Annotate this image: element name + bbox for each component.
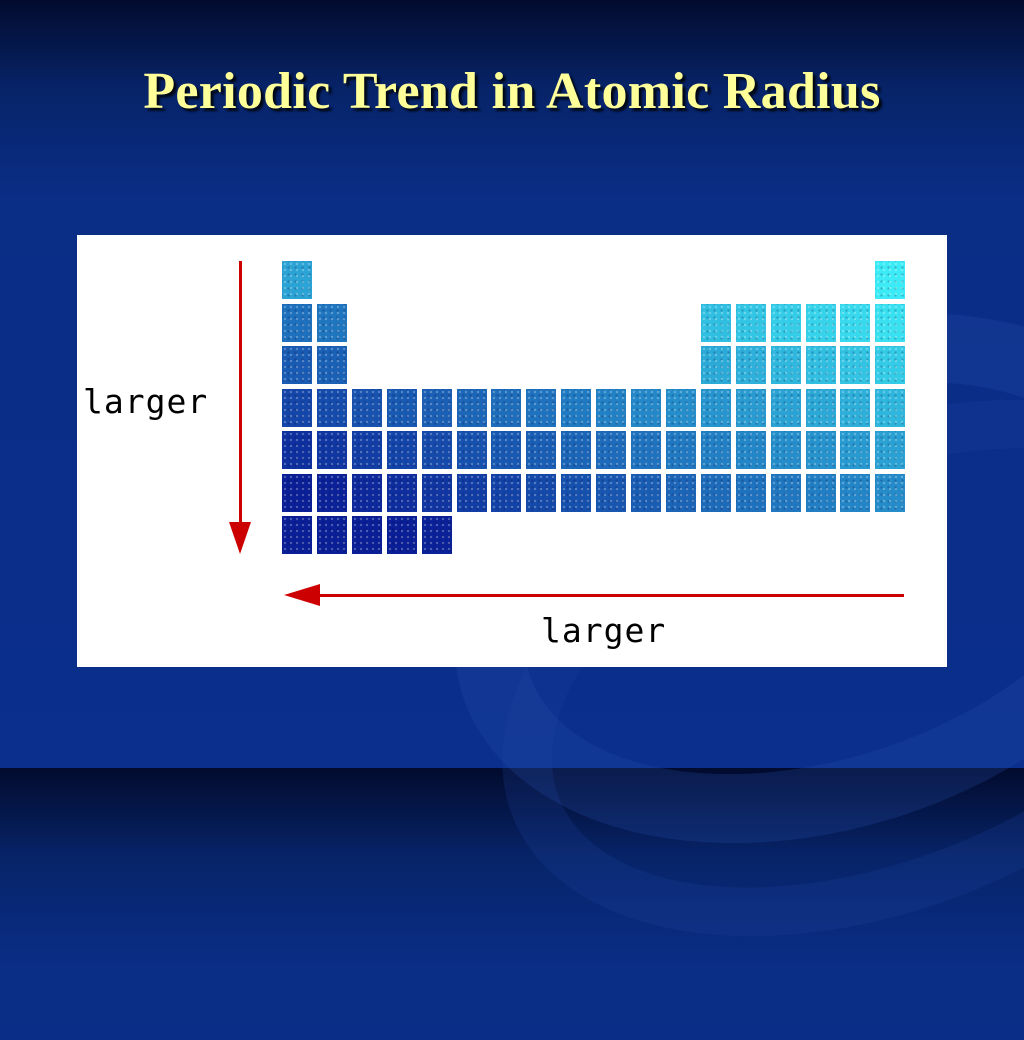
element-cell bbox=[665, 473, 696, 512]
periodic-trend-diagram: larger larger bbox=[77, 235, 947, 667]
element-cell bbox=[351, 516, 382, 554]
element-cell bbox=[561, 388, 592, 427]
element-cell bbox=[282, 431, 312, 469]
arrow-left-icon bbox=[284, 584, 320, 606]
element-cell bbox=[282, 516, 312, 554]
element-cell bbox=[875, 388, 906, 427]
element-cell bbox=[735, 388, 766, 427]
element-cell bbox=[316, 473, 347, 512]
element-cell bbox=[282, 303, 312, 342]
element-cell bbox=[805, 473, 836, 512]
element-cell bbox=[700, 303, 731, 342]
element-cell bbox=[316, 388, 347, 427]
element-cell bbox=[805, 303, 836, 342]
element-cell bbox=[282, 473, 312, 512]
element-cell bbox=[561, 431, 592, 469]
element-cell bbox=[770, 431, 801, 469]
element-cell bbox=[840, 303, 871, 342]
element-cell bbox=[840, 346, 871, 384]
vertical-trend-label: larger bbox=[83, 382, 209, 421]
element-cell bbox=[491, 388, 522, 427]
element-cell bbox=[386, 431, 417, 469]
element-cell bbox=[665, 388, 696, 427]
element-cell bbox=[631, 473, 661, 512]
element-cell bbox=[351, 473, 382, 512]
element-cell bbox=[735, 303, 766, 342]
element-cell bbox=[700, 431, 731, 469]
element-cell bbox=[875, 473, 906, 512]
element-cell bbox=[805, 346, 836, 384]
element-cell bbox=[421, 388, 452, 427]
slide-title: Periodic Trend in Atomic Radius bbox=[143, 63, 881, 120]
element-cell bbox=[840, 431, 871, 469]
element-cell bbox=[875, 431, 906, 469]
element-cell bbox=[421, 516, 452, 554]
element-cell bbox=[282, 388, 312, 427]
element-cell bbox=[386, 516, 417, 554]
element-cell bbox=[770, 346, 801, 384]
element-cell bbox=[770, 388, 801, 427]
element-cell bbox=[631, 388, 661, 427]
element-cell bbox=[421, 431, 452, 469]
element-cell bbox=[491, 473, 522, 512]
element-cell bbox=[316, 303, 347, 342]
element-cell bbox=[386, 388, 417, 427]
element-cell bbox=[700, 473, 731, 512]
element-cell bbox=[526, 388, 557, 427]
vertical-trend-arrow-shaft bbox=[239, 261, 242, 536]
element-cell bbox=[770, 473, 801, 512]
element-cell bbox=[631, 431, 661, 469]
element-cell bbox=[735, 431, 766, 469]
element-cell bbox=[700, 388, 731, 427]
element-cell bbox=[596, 431, 627, 469]
element-cell bbox=[875, 261, 906, 299]
element-cell bbox=[526, 431, 557, 469]
element-cell bbox=[700, 346, 731, 384]
element-cell bbox=[282, 261, 312, 299]
element-cell bbox=[456, 431, 487, 469]
element-cell bbox=[351, 388, 382, 427]
element-cell bbox=[805, 388, 836, 427]
element-cell bbox=[840, 388, 871, 427]
element-cell bbox=[386, 473, 417, 512]
element-cell bbox=[526, 473, 557, 512]
element-cell bbox=[316, 346, 347, 384]
element-cell bbox=[596, 388, 627, 427]
element-cell bbox=[735, 473, 766, 512]
element-cell bbox=[805, 431, 836, 469]
element-cell bbox=[456, 473, 487, 512]
element-cell bbox=[735, 346, 766, 384]
element-cell bbox=[316, 516, 347, 554]
element-cell bbox=[282, 346, 312, 384]
element-cell bbox=[421, 473, 452, 512]
element-cell bbox=[596, 473, 627, 512]
element-cell bbox=[316, 431, 347, 469]
element-cell bbox=[561, 473, 592, 512]
element-cell bbox=[665, 431, 696, 469]
element-cell bbox=[840, 473, 871, 512]
element-cell bbox=[770, 303, 801, 342]
element-cell bbox=[875, 303, 906, 342]
element-cell bbox=[456, 388, 487, 427]
element-cell bbox=[351, 431, 382, 469]
element-cell bbox=[875, 346, 906, 384]
arrow-down-icon bbox=[229, 522, 251, 554]
horizontal-trend-label: larger bbox=[541, 611, 667, 650]
horizontal-trend-arrow-shaft bbox=[309, 594, 904, 597]
element-cell bbox=[491, 431, 522, 469]
